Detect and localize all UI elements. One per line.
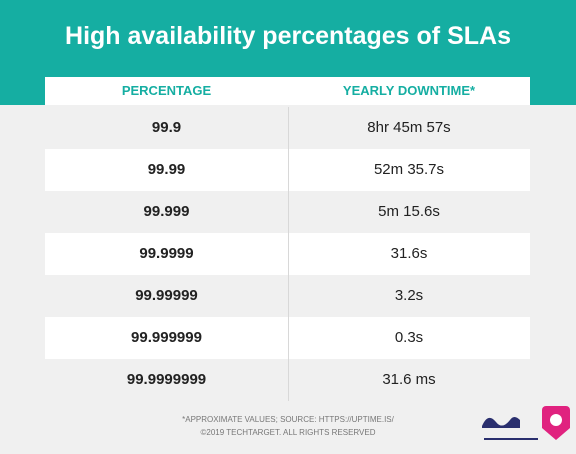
downtime-cell: 8hr 45m 57s xyxy=(367,119,451,136)
table-row: 99.9999 31.6s xyxy=(45,233,530,275)
column-divider xyxy=(288,107,289,401)
table-row: 99.9 8hr 45m 57s xyxy=(45,107,530,149)
table-row: 99.99 52m 35.7s xyxy=(45,149,530,191)
percentage-cell: 99.999999 xyxy=(131,329,202,346)
column-header: PERCENTAGE xyxy=(121,83,212,98)
downtime-cell: 0.3s xyxy=(394,329,424,346)
table-row: 99.999 5m 15.6s xyxy=(45,191,530,233)
logo-mark xyxy=(550,414,562,426)
logo xyxy=(482,406,570,440)
logo-word xyxy=(482,417,520,428)
percentage-cell: 99.99 xyxy=(147,161,186,178)
footnote: *APPROXIMATE VALUES; SOURCE: HTTPS://UPT… xyxy=(182,415,394,424)
table-row: 99.999999 0.3s xyxy=(45,317,530,359)
percentage-cell: 99.999 xyxy=(143,203,190,220)
column-header: YEARLY DOWNTIME* xyxy=(342,83,476,98)
percentage-cell: 99.9999999 xyxy=(126,371,207,388)
table-row: 99.9999999 31.6 ms xyxy=(45,359,530,401)
downtime-cell: 52m 35.7s xyxy=(373,161,445,178)
percentage-cell: 99.9999 xyxy=(139,245,194,262)
table-row: 99.99999 3.2s xyxy=(45,275,530,317)
table-header: PERCENTAGE YEARLY DOWNTIME* xyxy=(45,77,530,105)
logo-tagline xyxy=(484,438,538,440)
percentage-cell: 99.9 xyxy=(151,119,182,136)
title: High availability percentages of SLAs xyxy=(65,22,511,50)
downtime-cell: 31.6 ms xyxy=(382,371,436,388)
downtime-cell: 5m 15.6s xyxy=(378,203,440,220)
percentage-cell: 99.99999 xyxy=(135,287,198,304)
copyright: ©2019 TECHTARGET. ALL RIGHTS RESERVED xyxy=(200,428,376,437)
downtime-cell: 3.2s xyxy=(394,287,424,304)
downtime-cell: 31.6s xyxy=(390,245,428,262)
